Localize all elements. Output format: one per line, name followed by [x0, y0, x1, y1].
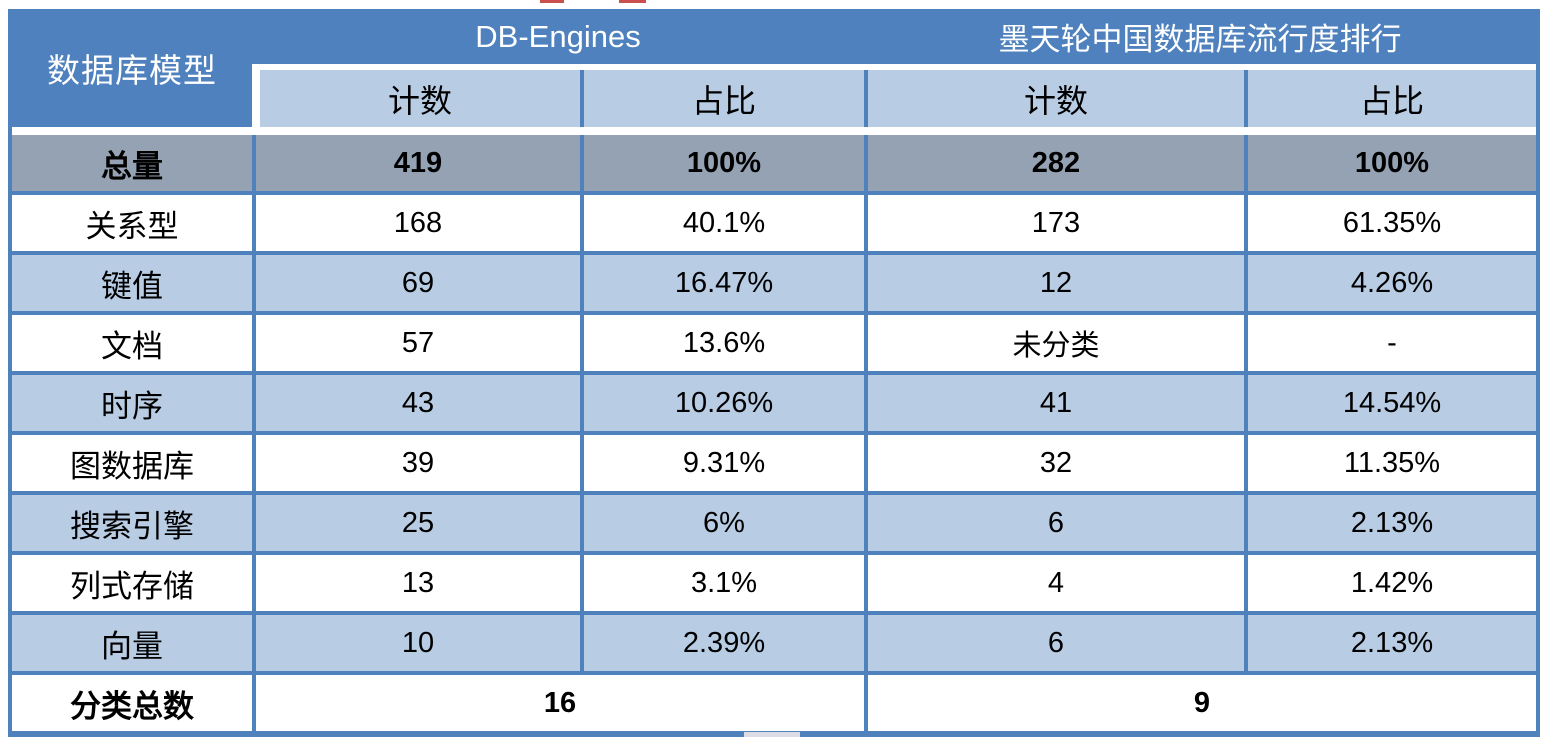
row-label-cell: 列式存储	[12, 555, 252, 611]
row-label-cell: 分类总数	[12, 675, 252, 731]
modb-percent-cell: -	[1244, 315, 1536, 371]
group-header-modb: 墨天轮中国数据库流行度排行	[864, 9, 1536, 64]
modb-percent-cell: 1.42%	[1244, 555, 1536, 611]
modb-count-cell: 6	[864, 495, 1244, 551]
db-engines-percent-cell: 16.47%	[580, 255, 864, 311]
modb-percent-cell: 2.13%	[1244, 615, 1536, 671]
modb-count-cell: 未分类	[864, 315, 1244, 371]
modb-percent-cell: 100%	[1244, 135, 1536, 191]
header-body-gap	[12, 127, 1536, 135]
row-label-cell: 图数据库	[12, 435, 252, 491]
database-model-comparison-table: 数据库模型 DB-Engines 墨天轮中国数据库流行度排行 计数 占比 计数 …	[8, 9, 1540, 737]
group-header-db-engines: DB-Engines	[252, 9, 864, 64]
modb-category-count-cell: 9	[864, 675, 1536, 731]
category-count-row: 分类总数 16 9	[12, 671, 1536, 731]
db-engines-percent-cell: 13.6%	[580, 315, 864, 371]
table-row: 键值 69 16.47% 12 4.26%	[12, 251, 1536, 311]
db-engines-count-cell: 419	[252, 135, 580, 191]
modb-percent-cell: 4.26%	[1244, 255, 1536, 311]
db-engines-percent-cell: 100%	[580, 135, 864, 191]
column-group-row: DB-Engines 墨天轮中国数据库流行度排行	[252, 9, 1536, 64]
db-engines-percent-cell: 6%	[580, 495, 864, 551]
modb-percent-cell: 14.54%	[1244, 375, 1536, 431]
db-engines-count-cell: 43	[252, 375, 580, 431]
table-row: 搜索引擎 25 6% 6 2.13%	[12, 491, 1536, 551]
modb-count-cell: 282	[864, 135, 1244, 191]
row-label-cell: 关系型	[12, 195, 252, 251]
db-engines-count-cell: 25	[252, 495, 580, 551]
db-engines-count-cell: 69	[252, 255, 580, 311]
group-header-label: 墨天轮中国数据库流行度排行	[998, 22, 1402, 57]
db-engines-count-cell: 57	[252, 315, 580, 371]
table-row: 时序 43 10.26% 41 14.54%	[12, 371, 1536, 431]
subheader-modb-count: 计数	[864, 70, 1244, 127]
subcolumn-header-row: 计数 占比 计数 占比	[252, 70, 1536, 127]
subheader-db-engines-percent: 占比	[580, 70, 864, 127]
db-engines-percent-cell: 3.1%	[580, 555, 864, 611]
subheader-modb-percent: 占比	[1244, 70, 1536, 127]
total-row: 总量 419 100% 282 100%	[12, 135, 1536, 191]
subheader-db-engines-count: 计数	[252, 70, 580, 127]
db-engines-count-cell: 39	[252, 435, 580, 491]
db-engines-count-cell: 10	[252, 615, 580, 671]
modb-count-cell: 6	[864, 615, 1244, 671]
row-label-cell: 文档	[12, 315, 252, 371]
db-engines-count-cell: 168	[252, 195, 580, 251]
db-engines-count-cell: 13	[252, 555, 580, 611]
table-body: 关系型 168 40.1% 173 61.35% 键值 69 16.47% 12…	[12, 191, 1536, 671]
table-header: 数据库模型 DB-Engines 墨天轮中国数据库流行度排行 计数 占比 计数 …	[12, 9, 1536, 127]
cutoff-text-fragment	[619, 0, 646, 3]
row-label-cell: 总量	[12, 135, 252, 191]
table-row: 关系型 168 40.1% 173 61.35%	[12, 191, 1536, 251]
cutoff-text-fragment	[540, 0, 564, 3]
bottom-edge-sliver	[744, 732, 800, 737]
table-row: 向量 10 2.39% 6 2.13%	[12, 611, 1536, 671]
table-row: 文档 57 13.6% 未分类 -	[12, 311, 1536, 371]
db-engines-category-count-cell: 16	[252, 675, 864, 731]
modb-count-cell: 173	[864, 195, 1244, 251]
db-engines-percent-cell: 9.31%	[580, 435, 864, 491]
modb-count-cell: 4	[864, 555, 1244, 611]
modb-count-cell: 32	[864, 435, 1244, 491]
corner-header-cell: 数据库模型	[12, 9, 252, 127]
row-label-cell: 时序	[12, 375, 252, 431]
modb-count-cell: 12	[864, 255, 1244, 311]
db-engines-percent-cell: 2.39%	[580, 615, 864, 671]
corner-header-label: 数据库模型	[47, 52, 217, 89]
modb-count-cell: 41	[864, 375, 1244, 431]
modb-percent-cell: 61.35%	[1244, 195, 1536, 251]
group-header-label: DB-Engines	[475, 18, 641, 54]
table-row: 图数据库 39 9.31% 32 11.35%	[12, 431, 1536, 491]
row-label-cell: 键值	[12, 255, 252, 311]
row-label-cell: 向量	[12, 615, 252, 671]
db-engines-percent-cell: 10.26%	[580, 375, 864, 431]
modb-percent-cell: 2.13%	[1244, 495, 1536, 551]
row-label-cell: 搜索引擎	[12, 495, 252, 551]
modb-percent-cell: 11.35%	[1244, 435, 1536, 491]
db-engines-percent-cell: 40.1%	[580, 195, 864, 251]
table-row: 列式存储 13 3.1% 4 1.42%	[12, 551, 1536, 611]
